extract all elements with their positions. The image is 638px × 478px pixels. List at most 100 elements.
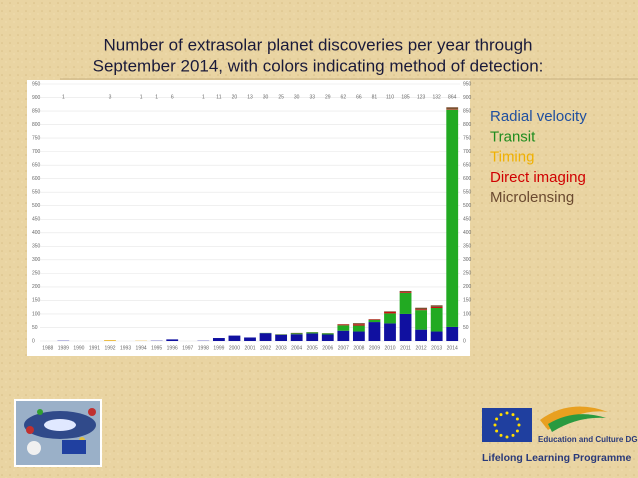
bar-segment	[352, 323, 365, 325]
bar-segment	[446, 109, 459, 327]
bar-segment	[399, 313, 412, 341]
x-tick-label: 2006	[322, 345, 333, 351]
legend-entry: Timing	[490, 149, 534, 166]
bar-segment	[368, 322, 381, 341]
bar-segment	[290, 333, 303, 335]
x-tick-label: 2004	[291, 345, 302, 351]
total-label: 1	[62, 94, 65, 100]
total-label: 110	[386, 94, 394, 100]
x-tick-label: 2000	[229, 345, 240, 351]
y-tick-label: 550	[32, 190, 41, 196]
bar-segment	[384, 323, 396, 341]
x-tick-label: 2010	[384, 345, 395, 351]
y-tick-label: 550	[463, 190, 472, 196]
y-tick-label: 600	[463, 176, 472, 182]
y-tick-label: 300	[463, 257, 472, 263]
title-line: Number of extrasolar planet discoveries …	[104, 35, 533, 54]
x-tick-label: 2011	[400, 345, 411, 351]
total-label: 20	[232, 94, 238, 100]
bar-segment	[430, 306, 443, 308]
x-tick-label: 2013	[431, 345, 442, 351]
total-label: 132	[432, 94, 441, 100]
y-tick-label: 600	[32, 176, 41, 182]
bar-segment	[352, 324, 365, 326]
bar-segment	[368, 319, 381, 320]
legend-entry: Transit	[490, 128, 536, 145]
bar-segment	[430, 331, 443, 341]
y-tick-label: 100	[32, 311, 41, 317]
total-label: 25	[278, 94, 284, 100]
bar-segment	[337, 330, 350, 341]
bar-segment	[415, 309, 428, 311]
footer-programme: Lifelong Learning Programme	[482, 452, 632, 464]
y-tick-label: 650	[463, 162, 472, 168]
bar-segment	[321, 333, 334, 335]
x-tick-label: 1988	[42, 345, 53, 351]
y-tick-label: 50	[32, 325, 38, 331]
bar-segment	[228, 335, 241, 341]
y-tick-label: 700	[463, 149, 472, 155]
y-tick-label: 800	[32, 122, 41, 128]
bar-segment	[275, 334, 288, 341]
y-tick-label: 850	[32, 108, 41, 114]
x-tick-label: 2014	[447, 345, 458, 351]
legend-entry: Microlensing	[490, 189, 574, 206]
bar-segment	[337, 325, 350, 331]
y-tick-label: 250	[463, 271, 472, 277]
x-tick-label: 2005	[307, 345, 318, 351]
bar-segment	[321, 334, 334, 341]
total-label: 1	[140, 94, 143, 100]
y-tick-label: 350	[463, 244, 472, 250]
x-tick-label: 2012	[416, 345, 427, 351]
y-tick-label: 900	[463, 95, 472, 101]
y-tick-label: 150	[463, 298, 472, 304]
bar-segment	[368, 319, 381, 323]
bar-segment	[384, 311, 396, 312]
bar-segment	[446, 109, 459, 110]
x-tick-label: 1992	[104, 345, 115, 351]
bar-segment	[430, 307, 443, 332]
x-tick-label: 1997	[182, 345, 193, 351]
bar-segment	[446, 326, 459, 341]
bar-segment	[352, 331, 365, 341]
bar-segment	[166, 339, 179, 341]
bar-segment	[212, 338, 225, 341]
total-label: 29	[325, 94, 331, 100]
bar-segment	[446, 107, 459, 110]
y-tick-label: 500	[463, 203, 472, 209]
y-tick-label: 300	[32, 257, 41, 263]
total-label: 864	[448, 94, 457, 100]
y-tick-label: 900	[32, 95, 41, 101]
bar-segment	[415, 307, 428, 310]
x-tick-label: 2003	[276, 345, 287, 351]
bar-segment	[352, 325, 365, 332]
total-label: 185	[401, 94, 410, 100]
total-label: 11	[216, 94, 221, 100]
bar-segment	[244, 337, 256, 341]
y-tick-label: 200	[32, 284, 41, 290]
bar-segment	[290, 332, 303, 334]
bar-segment	[306, 332, 319, 334]
total-label: 30	[263, 94, 269, 100]
y-tick-label: 850	[463, 108, 472, 114]
total-label: 6	[171, 94, 174, 100]
y-tick-label: 450	[32, 217, 41, 223]
x-tick-label: 2002	[260, 345, 271, 351]
y-tick-label: 750	[463, 135, 472, 141]
bar-segment	[290, 334, 303, 341]
y-tick-label: 700	[32, 149, 41, 155]
legend-entry: Direct imaging	[490, 169, 586, 186]
bar-segment	[384, 311, 396, 314]
y-tick-label: 0	[32, 338, 35, 344]
y-tick-label: 400	[32, 230, 41, 236]
total-label: 1	[155, 94, 158, 100]
plot: 0 0 50 50 100 100 150 150 200 200 250 250 300 300 350 3…	[32, 81, 472, 351]
project-logo	[14, 399, 102, 467]
x-tick-label: 1995	[151, 345, 162, 351]
y-tick-label: 500	[32, 203, 41, 209]
x-tick-label: 1996	[167, 345, 178, 351]
y-tick-label: 50	[463, 325, 469, 331]
x-tick-label: 2009	[369, 345, 380, 351]
y-tick-label: 200	[463, 284, 472, 290]
